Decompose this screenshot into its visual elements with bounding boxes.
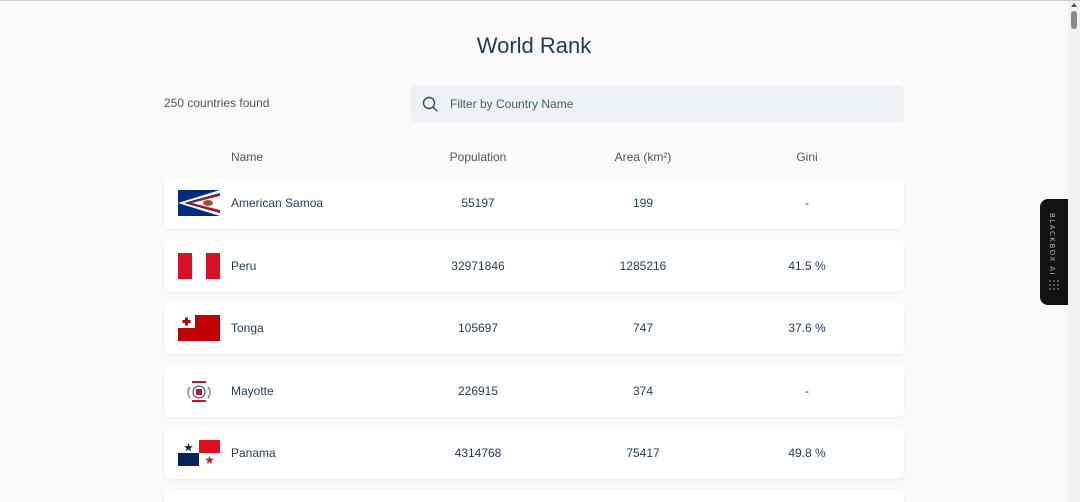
result-count: 250 countries found xyxy=(164,96,270,110)
header-name[interactable]: Name xyxy=(231,150,264,164)
area-value: 374 xyxy=(632,384,654,398)
area-value: 199 xyxy=(632,196,654,210)
gini-value: 37.6 % xyxy=(788,321,826,335)
blackbox-ai-widget[interactable]: BLACKBOX AI xyxy=(1040,199,1068,305)
population-value: 226915 xyxy=(457,384,499,398)
country-name: Panama xyxy=(231,446,276,460)
table-row[interactable] xyxy=(164,490,904,502)
mayotte-flag xyxy=(178,378,220,404)
panama-flag xyxy=(178,440,220,466)
blackbox-ai-label: BLACKBOX AI xyxy=(1048,213,1056,277)
table-row[interactable]: Panama 4314768 75417 49.8 % xyxy=(164,427,904,479)
area-value: 747 xyxy=(632,321,654,335)
blackbox-logo-icon xyxy=(1049,280,1059,290)
tonga-flag xyxy=(178,315,220,341)
gini-value: - xyxy=(805,384,809,398)
table-row[interactable]: Mayotte 226915 374 - xyxy=(164,365,904,417)
population-value: 4314768 xyxy=(454,446,502,460)
peru-flag xyxy=(178,253,220,279)
population-value: 105697 xyxy=(457,321,499,335)
american-samoa-flag xyxy=(178,190,220,216)
country-name: Tonga xyxy=(231,321,264,335)
header-population[interactable]: Population xyxy=(449,150,507,164)
population-value: 55197 xyxy=(461,196,495,210)
table-row[interactable]: American Samoa 55197 199 - xyxy=(164,177,904,229)
page-title: World Rank xyxy=(476,33,592,58)
gini-value: - xyxy=(805,196,809,210)
search-input[interactable] xyxy=(450,96,870,111)
gini-value: 49.8 % xyxy=(788,446,826,460)
gini-value: 41.5 % xyxy=(788,259,826,273)
country-name: American Samoa xyxy=(231,196,324,210)
scroll-up-arrow-icon[interactable] xyxy=(1071,3,1077,7)
page-scrollbar[interactable] xyxy=(1068,1,1080,502)
header-gini[interactable]: Gini xyxy=(796,150,818,164)
area-value: 75417 xyxy=(626,446,660,460)
area-value: 1285216 xyxy=(619,259,667,273)
population-value: 32971846 xyxy=(451,259,505,273)
country-name: Peru xyxy=(231,259,257,273)
table-row[interactable]: Tonga 105697 747 37.6 % xyxy=(164,302,904,354)
header-area[interactable]: Area (km²) xyxy=(614,150,672,164)
search-icon xyxy=(422,96,438,112)
scrollbar-thumb[interactable] xyxy=(1071,11,1077,29)
table-row[interactable]: Peru 32971846 1285216 41.5 % xyxy=(164,240,904,292)
country-name: Mayotte xyxy=(231,384,274,398)
search-bar[interactable] xyxy=(410,85,904,122)
